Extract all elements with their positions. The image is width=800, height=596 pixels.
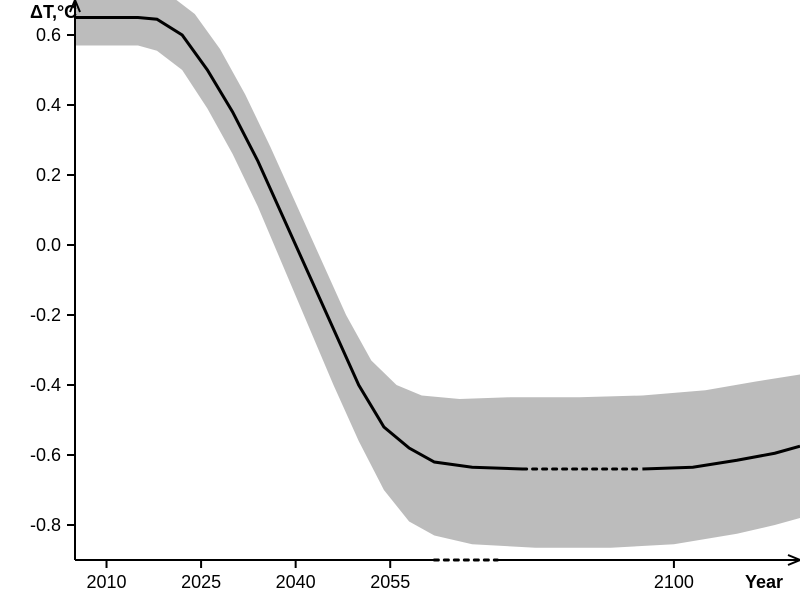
uncertainty-band: [75, 0, 800, 548]
y-tick-label: -0.6: [30, 445, 61, 465]
delta-t-line-chart: 0.6 0.4 0.2 0.0 -0.2 -0.4 -0.6 -0.8 ΔT,°C 2010 202…: [0, 0, 800, 596]
x-tick-label: 2040: [276, 572, 316, 592]
y-tick-label: 0.6: [36, 25, 61, 45]
y-tick-label: 0.0: [36, 235, 61, 255]
x-tick-label: 2055: [370, 572, 410, 592]
y-axis-title: ΔT,°C: [30, 2, 77, 22]
y-tick-label: -0.4: [30, 375, 61, 395]
x-tick-label: 2025: [181, 572, 221, 592]
y-tick-label: -0.8: [30, 515, 61, 535]
x-tick-label: 2010: [86, 572, 126, 592]
x-tick-label: 2100: [654, 572, 694, 592]
chart-svg: 0.6 0.4 0.2 0.0 -0.2 -0.4 -0.6 -0.8 ΔT,°C 2010 202…: [0, 0, 800, 596]
x-axis-title: Year: [745, 572, 783, 592]
y-tick-label: 0.4: [36, 95, 61, 115]
y-tick-label: 0.2: [36, 165, 61, 185]
y-tick-label: -0.2: [30, 305, 61, 325]
